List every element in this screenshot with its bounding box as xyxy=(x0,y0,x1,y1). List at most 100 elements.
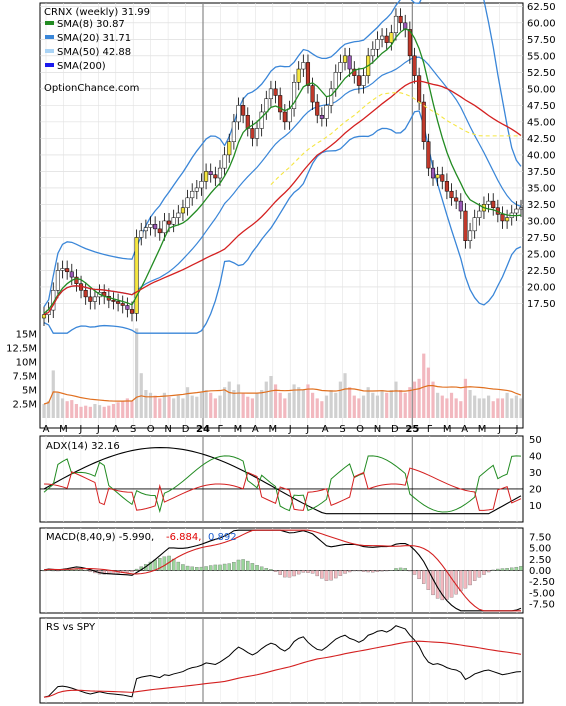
watermark: OptionChance.com xyxy=(44,83,139,94)
volume-bar xyxy=(361,395,366,418)
macd-histogram-bar xyxy=(463,570,468,589)
macd-histogram-bar xyxy=(269,569,273,571)
candle-body xyxy=(166,220,172,225)
volume-bar xyxy=(371,392,375,418)
volume-bar xyxy=(246,396,250,418)
volume-bar xyxy=(514,395,518,418)
candle-body xyxy=(134,237,139,314)
macd-tick-label: 2.50 xyxy=(529,555,551,566)
volume-bar xyxy=(403,392,407,418)
candle-body xyxy=(41,314,47,319)
price-tick-label: 50.00 xyxy=(527,84,556,95)
volume-bar xyxy=(329,390,333,418)
x-tick-label: D xyxy=(182,424,190,435)
candle-body xyxy=(518,207,524,210)
volume-bar xyxy=(144,390,148,418)
candle-body xyxy=(227,141,232,156)
macd-histogram-bar xyxy=(227,563,231,571)
adx-line xyxy=(43,447,522,515)
macd-histogram-bar xyxy=(306,570,310,573)
candle-body xyxy=(74,276,79,284)
candle-body xyxy=(268,88,273,100)
volume-bar xyxy=(241,392,245,418)
candle-body xyxy=(199,181,204,189)
adx-tick-label: 10 xyxy=(529,501,542,512)
volume-bar xyxy=(93,404,97,418)
macd-histogram-bar xyxy=(398,567,403,571)
macd-histogram-bar xyxy=(329,570,333,581)
adx-tick-label: 30 xyxy=(529,468,542,479)
macd-histogram-bar xyxy=(408,570,412,572)
candle-body xyxy=(361,75,366,86)
candle-body xyxy=(185,197,190,208)
macd-histogram-bar xyxy=(83,570,88,572)
adx-tick-label: 20 xyxy=(529,484,542,495)
candle-body xyxy=(278,95,283,113)
volume-bar xyxy=(167,396,171,418)
volume-bar xyxy=(148,392,153,418)
volume-bar xyxy=(273,384,278,418)
volume-bar xyxy=(440,395,444,418)
volume-bar xyxy=(385,392,389,418)
macd-histogram-bar xyxy=(246,560,250,571)
candle-body xyxy=(398,15,403,24)
macd-histogram-value: 0.892 xyxy=(208,532,237,543)
candle-body xyxy=(69,271,74,278)
volume-bar xyxy=(185,387,190,418)
volume-bar xyxy=(366,387,370,418)
volume-bar xyxy=(283,398,287,418)
macd-histogram-bar xyxy=(79,569,83,571)
candle-body xyxy=(176,212,181,218)
macd-histogram-bar xyxy=(500,568,505,571)
legend-entry: SMA(50) 42.88 xyxy=(57,47,131,58)
macd-histogram-bar xyxy=(204,566,208,571)
macd-histogram-bar xyxy=(412,570,417,575)
x-tick-label: A xyxy=(252,424,259,435)
macd-tick-label: -7.50 xyxy=(529,600,555,611)
candle-body xyxy=(449,190,454,199)
x-tick-label: J xyxy=(305,424,309,435)
macd-histogram-bar xyxy=(431,570,435,596)
volume-bar xyxy=(486,395,491,418)
x-tick-label: S xyxy=(339,424,345,435)
price-tick-label: 17.50 xyxy=(527,299,556,310)
candle-body xyxy=(111,299,116,302)
macd-histogram-bar xyxy=(347,570,352,573)
candle-body xyxy=(60,268,65,271)
candle-body xyxy=(143,227,148,232)
volume-bar xyxy=(227,381,231,418)
candle-body xyxy=(222,154,227,169)
candle-body xyxy=(430,167,436,179)
volume-bar xyxy=(477,398,481,418)
x-tick-label: S xyxy=(130,424,136,435)
macd-histogram-bar xyxy=(301,570,306,573)
volume-bar xyxy=(232,390,236,418)
sma50-line xyxy=(270,92,521,186)
upper-band-line xyxy=(43,0,522,308)
volume-bar xyxy=(505,392,509,418)
volume-bar xyxy=(264,381,268,418)
x-tick-label: J xyxy=(96,424,100,435)
legend-entry: SMA(8) 30.87 xyxy=(57,19,125,30)
volume-bar xyxy=(278,392,282,418)
candle-body xyxy=(139,230,144,238)
adx-panel: 50 40 30 20 10 ADX(14) 32.16 xyxy=(39,435,542,523)
candle-body xyxy=(254,128,260,139)
candle-body xyxy=(301,62,306,70)
volume-bar xyxy=(255,392,259,418)
price-tick-label: 32.50 xyxy=(527,200,556,211)
volume-bar xyxy=(42,404,46,418)
volume-bar xyxy=(213,398,217,418)
macd-panel: 7.505.002.500.00-2.50-5.00-7.50 MACD(8,4… xyxy=(39,527,555,614)
adx-tick-label: 40 xyxy=(529,451,542,462)
macd-histogram-bar xyxy=(287,570,292,578)
volume-bar xyxy=(445,398,449,418)
volume-bar xyxy=(375,395,380,418)
volume-bar xyxy=(223,387,227,418)
candle-body xyxy=(458,200,463,212)
x-tick-label: F xyxy=(218,424,224,435)
x-tick-label: M xyxy=(478,424,487,435)
legend-swatch xyxy=(45,21,54,25)
candle-body xyxy=(194,187,199,192)
